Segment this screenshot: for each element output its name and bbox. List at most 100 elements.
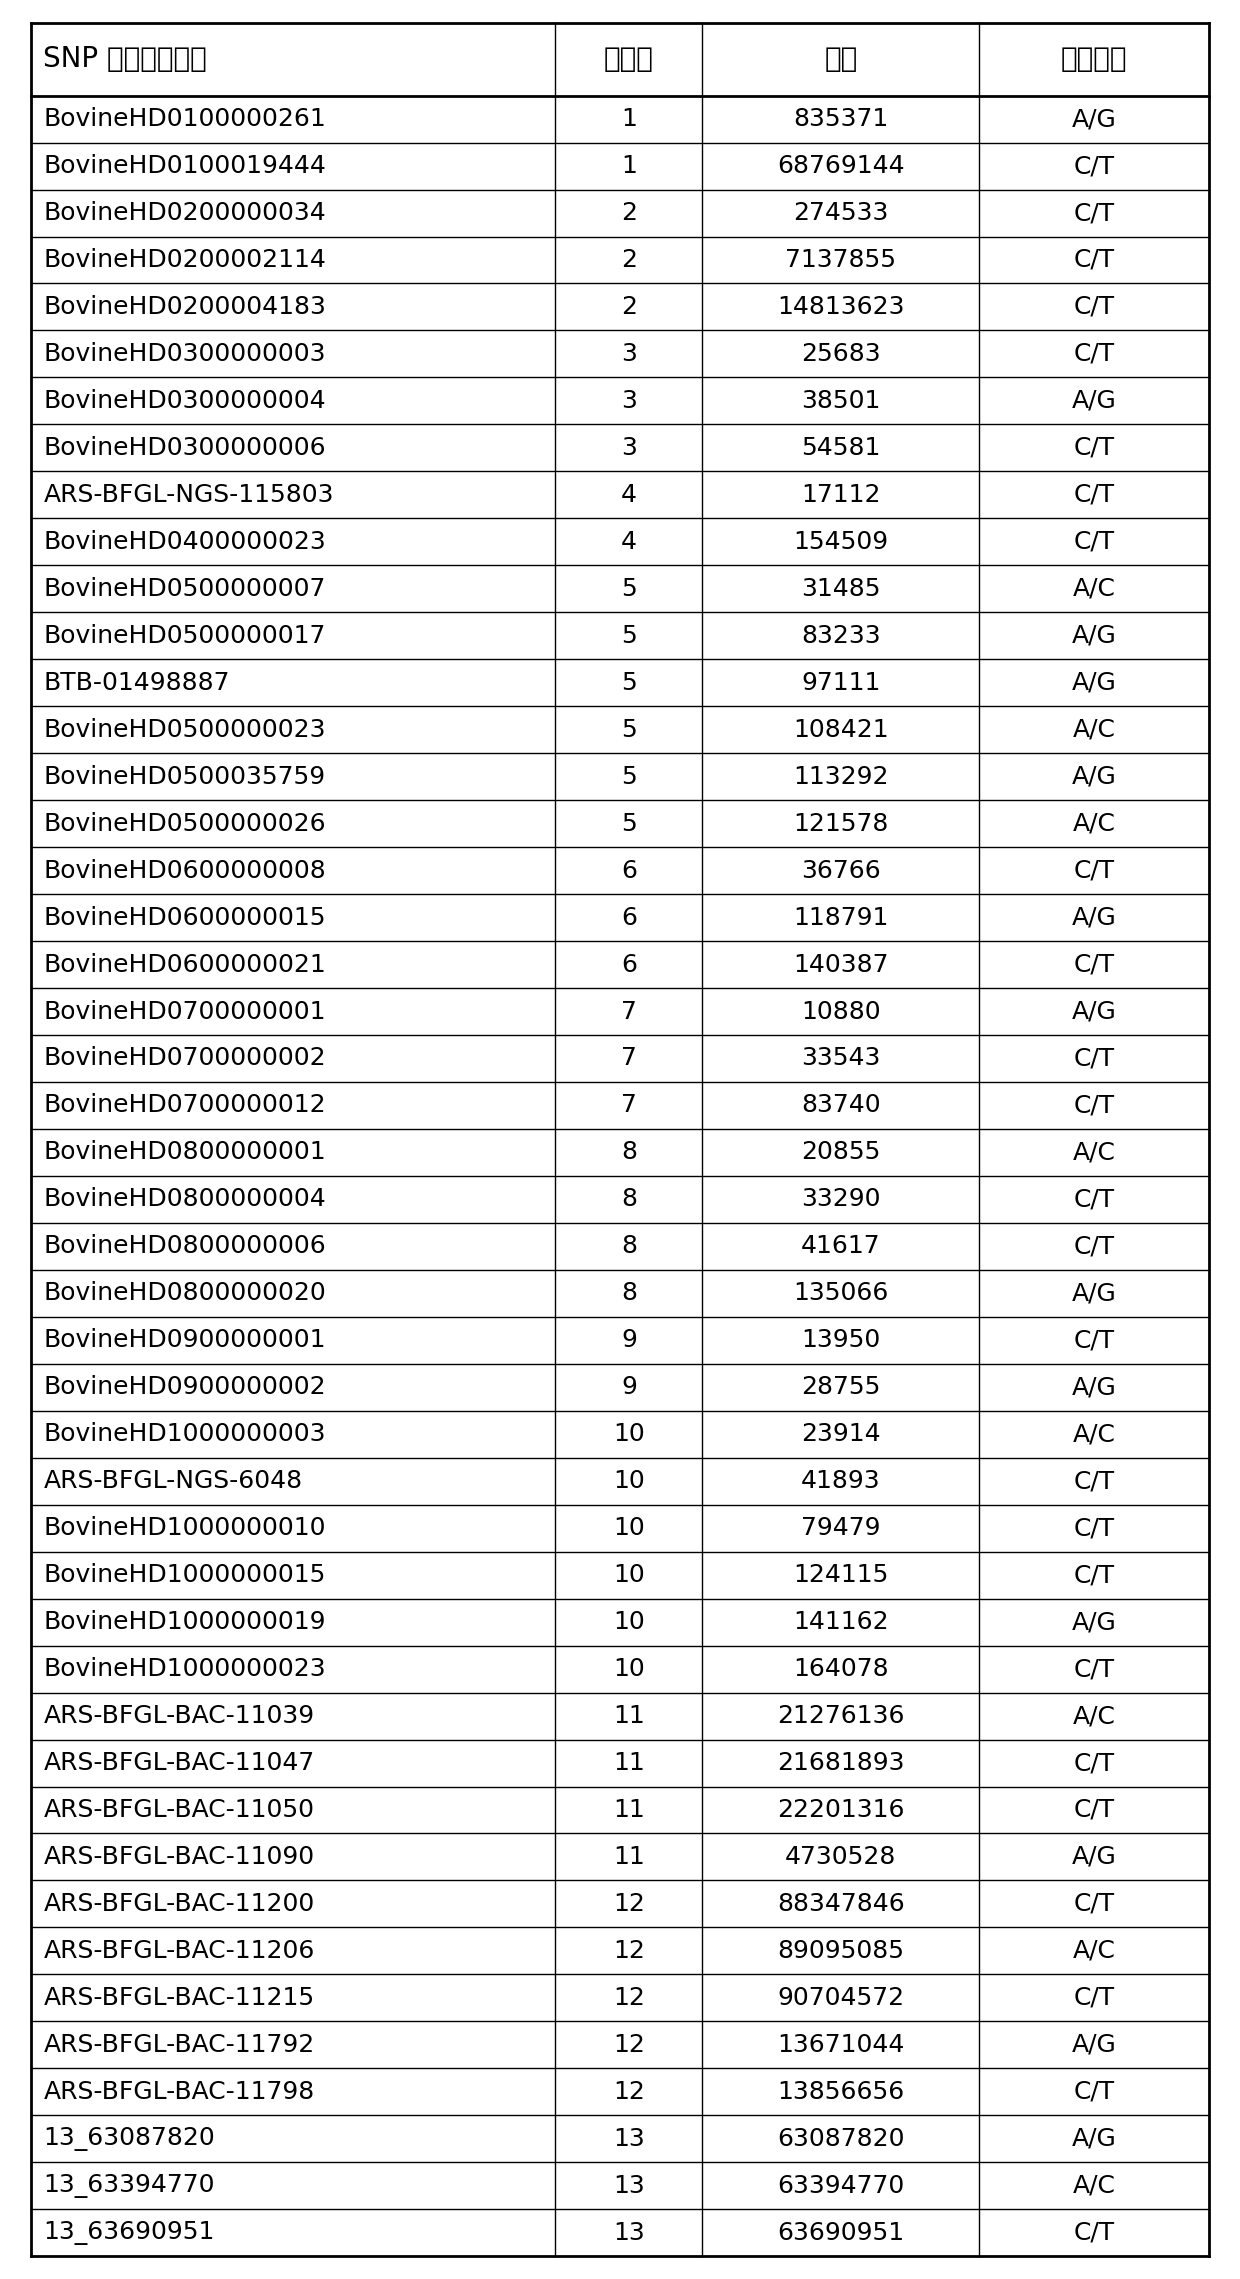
Text: A/G: A/G (1071, 2126, 1116, 2151)
Text: 7: 7 (621, 1046, 637, 1071)
Text: 33543: 33543 (801, 1046, 880, 1071)
Text: ARS-BFGL-BAC-11050: ARS-BFGL-BAC-11050 (43, 1798, 315, 1821)
Text: BovineHD0500000017: BovineHD0500000017 (43, 624, 326, 647)
Text: BovineHD0500000023: BovineHD0500000023 (43, 718, 326, 741)
Text: A/G: A/G (1071, 1374, 1116, 1399)
Text: 9: 9 (621, 1329, 637, 1351)
Text: BovineHD0300000004: BovineHD0300000004 (43, 390, 326, 412)
Text: 3: 3 (621, 435, 637, 460)
Text: 13: 13 (613, 2126, 645, 2151)
Text: 38501: 38501 (801, 390, 880, 412)
Text: 4: 4 (621, 529, 637, 554)
Text: 5: 5 (621, 670, 636, 695)
Text: BovineHD0500000007: BovineHD0500000007 (43, 577, 326, 602)
Text: 63087820: 63087820 (777, 2126, 905, 2151)
Text: 13_63690951: 13_63690951 (43, 2220, 215, 2245)
Text: ARS-BFGL-NGS-6048: ARS-BFGL-NGS-6048 (43, 1470, 303, 1493)
Text: 33290: 33290 (801, 1187, 880, 1212)
Text: 12: 12 (613, 1985, 645, 2010)
Text: BovineHD0300000003: BovineHD0300000003 (43, 342, 326, 367)
Text: C/T: C/T (1074, 435, 1115, 460)
Text: BovineHD0600000008: BovineHD0600000008 (43, 859, 326, 882)
Text: 13856656: 13856656 (777, 2081, 904, 2104)
Text: 6: 6 (621, 905, 637, 930)
Text: 13: 13 (613, 2220, 645, 2245)
Text: 154509: 154509 (794, 529, 888, 554)
Text: C/T: C/T (1074, 483, 1115, 506)
Text: 22201316: 22201316 (777, 1798, 905, 1821)
Text: 10: 10 (613, 1516, 645, 1541)
Text: A/G: A/G (1071, 1611, 1116, 1634)
Text: ARS-BFGL-BAC-11039: ARS-BFGL-BAC-11039 (43, 1705, 315, 1727)
Text: C/T: C/T (1074, 529, 1115, 554)
Text: 2: 2 (621, 201, 637, 226)
Text: 108421: 108421 (794, 718, 889, 741)
Text: 164078: 164078 (794, 1657, 889, 1682)
Text: 3: 3 (621, 342, 637, 367)
Text: ARS-BFGL-BAC-11090: ARS-BFGL-BAC-11090 (43, 1846, 315, 1869)
Text: 10: 10 (613, 1563, 645, 1586)
Text: ARS-BFGL-BAC-11206: ARS-BFGL-BAC-11206 (43, 1939, 315, 1962)
Text: BovineHD0900000001: BovineHD0900000001 (43, 1329, 326, 1351)
Text: A/C: A/C (1073, 577, 1116, 602)
Text: 90704572: 90704572 (777, 1985, 904, 2010)
Text: 8: 8 (621, 1235, 637, 1258)
Text: 12: 12 (613, 2081, 645, 2104)
Text: 835371: 835371 (794, 107, 889, 132)
Text: 41893: 41893 (801, 1470, 880, 1493)
Text: 54581: 54581 (801, 435, 880, 460)
Text: C/T: C/T (1074, 1187, 1115, 1212)
Text: SNP 分子标记名称: SNP 分子标记名称 (43, 46, 207, 73)
Text: BovineHD1000000023: BovineHD1000000023 (43, 1657, 326, 1682)
Text: 8: 8 (621, 1187, 637, 1212)
Text: ARS-BFGL-BAC-11792: ARS-BFGL-BAC-11792 (43, 2033, 315, 2058)
Text: 5: 5 (621, 811, 636, 836)
Text: C/T: C/T (1074, 953, 1115, 975)
Text: 12: 12 (613, 2033, 645, 2058)
Text: BovineHD0800000020: BovineHD0800000020 (43, 1281, 326, 1306)
Text: C/T: C/T (1074, 1235, 1115, 1258)
Text: 2: 2 (621, 248, 637, 271)
Text: A/C: A/C (1073, 1422, 1116, 1447)
Text: 36766: 36766 (801, 859, 880, 882)
Text: ARS-BFGL-BAC-11200: ARS-BFGL-BAC-11200 (43, 1892, 315, 1917)
Text: BovineHD0800000004: BovineHD0800000004 (43, 1187, 326, 1212)
Text: 12: 12 (613, 1939, 645, 1962)
Text: 13_63394770: 13_63394770 (43, 2174, 215, 2197)
Text: BovineHD0600000021: BovineHD0600000021 (43, 953, 326, 975)
Text: BovineHD0200002114: BovineHD0200002114 (43, 248, 326, 271)
Text: 染色体: 染色体 (604, 46, 653, 73)
Text: A/C: A/C (1073, 1140, 1116, 1165)
Text: 7137855: 7137855 (785, 248, 897, 271)
Text: 5: 5 (621, 718, 636, 741)
Text: BovineHD1000000010: BovineHD1000000010 (43, 1516, 326, 1541)
Text: A/G: A/G (1071, 905, 1116, 930)
Text: BovineHD1000000003: BovineHD1000000003 (43, 1422, 326, 1447)
Text: 10: 10 (613, 1422, 645, 1447)
Text: 89095085: 89095085 (777, 1939, 904, 1962)
Text: 5: 5 (621, 577, 636, 602)
Text: C/T: C/T (1074, 1516, 1115, 1541)
Text: C/T: C/T (1074, 1657, 1115, 1682)
Text: 4730528: 4730528 (785, 1846, 897, 1869)
Text: 83233: 83233 (801, 624, 880, 647)
Text: 8: 8 (621, 1140, 637, 1165)
Text: BovineHD0900000002: BovineHD0900000002 (43, 1374, 326, 1399)
Text: C/T: C/T (1074, 2220, 1115, 2245)
Text: A/C: A/C (1073, 1705, 1116, 1727)
Text: 7: 7 (621, 1094, 637, 1117)
Text: 88347846: 88347846 (777, 1892, 905, 1917)
Text: 1: 1 (621, 155, 637, 178)
Text: 4: 4 (621, 483, 637, 506)
Text: A/G: A/G (1071, 107, 1116, 132)
Text: 6: 6 (621, 953, 637, 975)
Text: ARS-BFGL-NGS-115803: ARS-BFGL-NGS-115803 (43, 483, 334, 506)
Text: 14813623: 14813623 (777, 294, 905, 319)
Text: C/T: C/T (1074, 1798, 1115, 1821)
Text: BovineHD0100000261: BovineHD0100000261 (43, 107, 326, 132)
Text: BovineHD0200000034: BovineHD0200000034 (43, 201, 326, 226)
Text: 25683: 25683 (801, 342, 880, 367)
Text: 10880: 10880 (801, 1000, 880, 1023)
Text: 31485: 31485 (801, 577, 880, 602)
Text: C/T: C/T (1074, 342, 1115, 367)
